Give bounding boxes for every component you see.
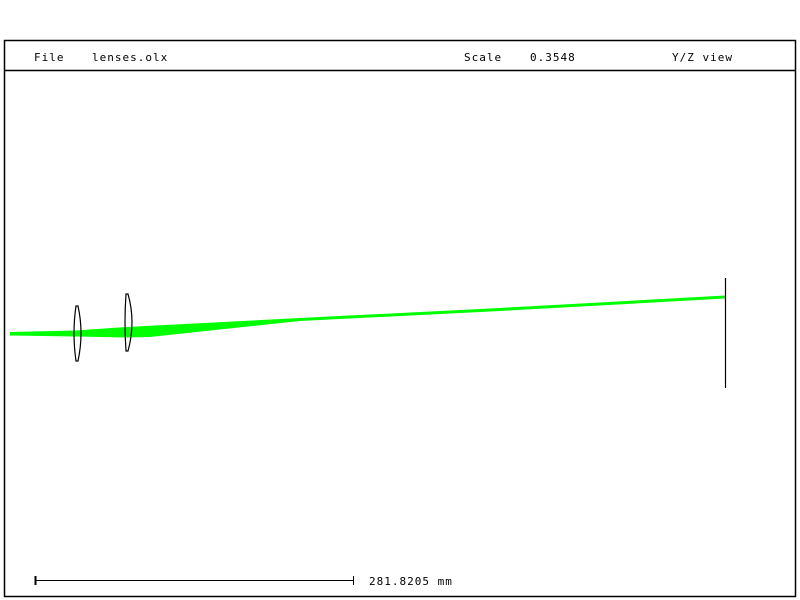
scale-bar-label: 281.8205 mm — [369, 575, 453, 588]
view-label: Y/Z view — [672, 51, 733, 64]
plot-frame — [3, 39, 797, 598]
scale-value: 0.3548 — [530, 51, 576, 64]
file-name: lenses.olx — [92, 51, 168, 64]
ray-bundle — [10, 295, 725, 338]
lens-1 — [73, 305, 82, 362]
lens-2 — [124, 293, 133, 352]
file-label: File — [34, 51, 65, 64]
scale-label: Scale — [464, 51, 502, 64]
scale-bar — [34, 576, 354, 585]
